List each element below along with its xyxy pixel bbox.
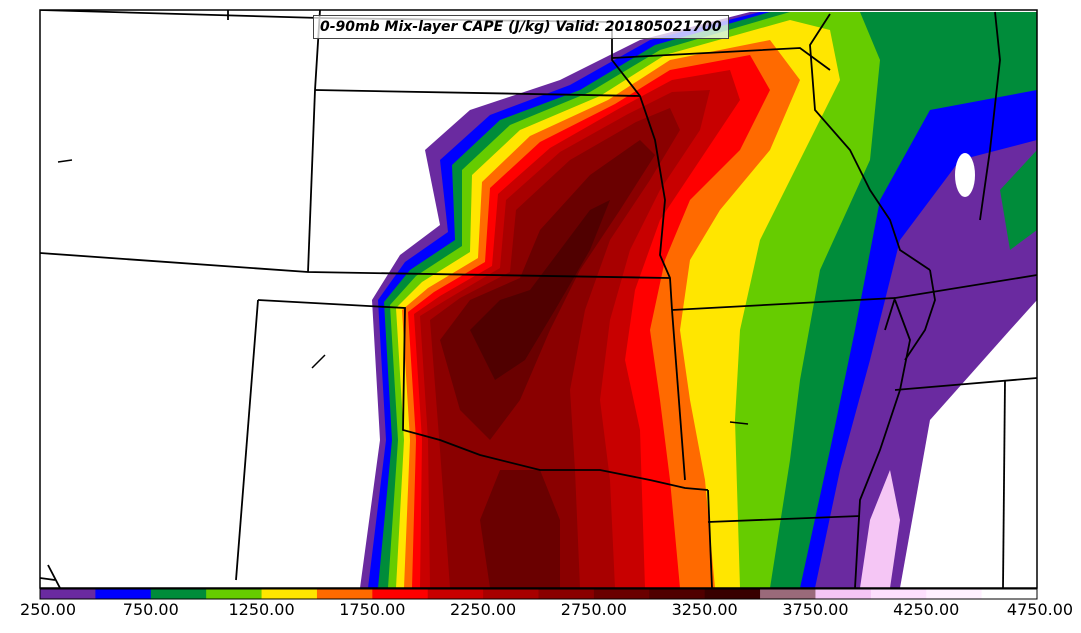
- colorbar-swatch: [538, 589, 595, 599]
- colorbar-swatch: [40, 589, 96, 599]
- map-title: 0-90mb Mix-layer CAPE (J/kg) Valid: 2018…: [313, 15, 729, 39]
- colorbar-swatch: [206, 589, 263, 599]
- colorbar-tick-label: 750.00: [122, 600, 179, 619]
- state-boundaries: [40, 10, 1037, 588]
- colorbar-tick-label: 4250.00: [893, 600, 960, 619]
- map-frame: [39, 9, 1038, 589]
- colorbar-tick-label: 2250.00: [450, 600, 517, 619]
- colorbar-swatch: [261, 589, 318, 599]
- colorbar-border: [39, 588, 1038, 600]
- colorbar-swatch: [704, 589, 761, 599]
- colorbar-swatch: [483, 589, 539, 599]
- colorbar-tick-label: 2750.00: [560, 600, 627, 619]
- colorbar-swatch: [316, 589, 373, 599]
- colorbar-swatch: [95, 589, 152, 599]
- colorbar-swatch: [372, 589, 429, 599]
- colorbar-tick-label: 1250.00: [228, 600, 295, 619]
- colorbar-tick-label: 1750.00: [339, 600, 406, 619]
- colorbar-swatch: [150, 589, 207, 599]
- colorbar-tick-label: 3750.00: [782, 600, 849, 619]
- colorbar-swatch: [760, 589, 816, 599]
- colorbar-swatch: [926, 589, 983, 599]
- colorbar-swatch: [427, 589, 484, 599]
- colorbar-tick-label: 250.00: [20, 600, 76, 619]
- colorbar-swatch: [981, 589, 1038, 599]
- colorbar-swatch: [593, 589, 650, 599]
- colorbar-swatch: [649, 589, 706, 599]
- colorbar-tick-label: 3250.00: [671, 600, 738, 619]
- colorbar-swatch: [870, 589, 927, 599]
- colorbar-swatch: [815, 589, 872, 599]
- cape-fill: [360, 12, 1037, 588]
- colorbar: [39, 588, 1038, 600]
- colorbar-tick-label: 4750.00: [1006, 600, 1074, 619]
